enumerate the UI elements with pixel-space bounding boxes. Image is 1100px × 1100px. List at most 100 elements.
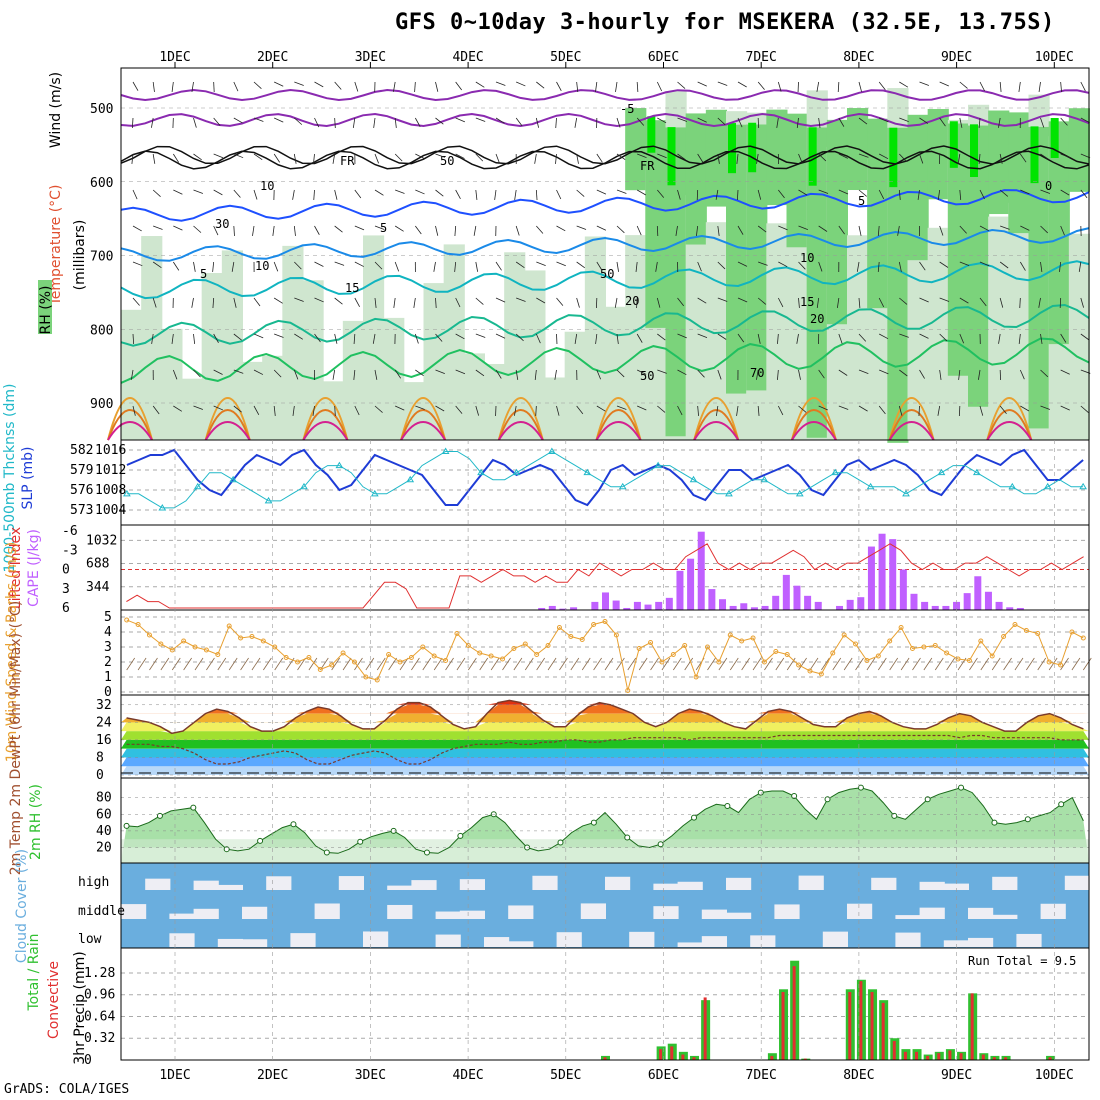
wind-barb (999, 297, 1004, 308)
wind-speed-point (192, 644, 198, 650)
wind-barb (475, 297, 484, 305)
cloud-gap (242, 906, 268, 919)
wind-barb (413, 297, 416, 308)
rh-shade-mid (625, 108, 647, 191)
rh-point (791, 792, 798, 799)
wind-barb (878, 81, 886, 91)
wind-barb (838, 405, 849, 410)
wind-barb (718, 657, 728, 671)
cloud-gap (435, 934, 461, 947)
wind-barb (596, 225, 607, 231)
cloud-gap (1016, 933, 1042, 947)
wind-barb (151, 333, 154, 344)
wind-barb (515, 333, 524, 342)
wind-barb (479, 657, 489, 671)
wind-barb (576, 261, 586, 269)
wind-barb (308, 657, 318, 671)
wind-speed-point (761, 659, 767, 665)
rh-point (457, 832, 464, 839)
cloud-gap (193, 880, 219, 890)
slp-tick-label: 1016 (95, 443, 126, 458)
li-tick-label: -3 (62, 543, 78, 558)
wind-barb (816, 297, 820, 308)
wind-barb (414, 81, 416, 93)
wind-barb (898, 405, 903, 416)
wind-barb (939, 225, 944, 236)
date-label-bottom: 2DEC (257, 1068, 288, 1083)
rh-shade-mid (826, 119, 848, 325)
warm-contour (986, 409, 1033, 441)
wind-barb (821, 657, 830, 671)
wind-barb (399, 657, 409, 671)
wind-barb (798, 189, 808, 196)
cape-bar (740, 603, 748, 610)
wind-barb (475, 81, 485, 88)
wind-barb (233, 405, 242, 413)
wind-barb (596, 189, 607, 195)
wind-barb (838, 225, 845, 235)
wind-barb (1003, 657, 1012, 671)
wind-barb (152, 261, 162, 269)
rh-point (557, 839, 564, 846)
precip-conv-bar (892, 1040, 896, 1060)
wind-barb (798, 657, 807, 671)
warm-contour (693, 421, 740, 441)
wind-barb (838, 369, 848, 376)
wind-barb (435, 297, 437, 309)
wind-barb (293, 369, 299, 380)
cape-bar (814, 601, 822, 610)
wind-barb (495, 369, 502, 379)
wind-barb (778, 261, 788, 268)
wind-barb (1018, 81, 1021, 92)
wind-barb (1020, 153, 1027, 163)
wind-barb (273, 153, 280, 163)
cloud-gap (411, 880, 437, 890)
cloud-gap (992, 914, 1018, 919)
contour-label: 10 (260, 179, 274, 193)
temperature-contour (120, 189, 1090, 222)
wind-barb (818, 189, 829, 194)
wind-barb (253, 369, 264, 375)
wind-barb (959, 81, 968, 89)
warm-contour (107, 409, 153, 441)
rh-shade (383, 317, 405, 440)
wind-barb (757, 333, 761, 344)
wind-speed-point (454, 631, 460, 636)
wind-barb (132, 297, 140, 306)
cape-bar (676, 570, 684, 610)
wind-barb (274, 333, 284, 338)
li-tick-label: 6 (62, 601, 70, 616)
wind-barb (332, 369, 336, 380)
wind-barb (536, 225, 544, 234)
cloud-gap (653, 906, 679, 919)
precip-conv-bar (848, 992, 852, 1060)
warm-contour (400, 421, 446, 441)
thickness-point (1043, 482, 1052, 490)
wind-barb (445, 657, 454, 671)
wind-barb (818, 261, 823, 272)
date-label-top: 3DEC (355, 50, 386, 65)
wind-speed-point (1023, 628, 1029, 633)
cloud-gap (822, 931, 848, 947)
cape-bar (548, 605, 556, 610)
wind-barb (1014, 657, 1024, 671)
rh-shade (121, 309, 143, 440)
wind-speed-point (203, 647, 209, 653)
wind-barb (838, 189, 849, 195)
wind-barb (233, 189, 241, 198)
rh-shade-mid (645, 120, 667, 328)
wind-barb (636, 189, 647, 196)
wind-speed-point (238, 635, 244, 641)
precip-conv-bar (603, 1057, 607, 1060)
wind-barb (435, 405, 445, 412)
date-label-bottom: 1DEC (159, 1068, 190, 1083)
wind-barb (796, 333, 799, 344)
cloud-gap (968, 937, 994, 947)
wind-barb (213, 117, 221, 126)
wind-barb (376, 657, 386, 671)
wind-barb (1040, 117, 1045, 128)
footer-credit: GrADS: COLA/IGES (4, 1082, 130, 1097)
wind-barb (798, 369, 801, 380)
